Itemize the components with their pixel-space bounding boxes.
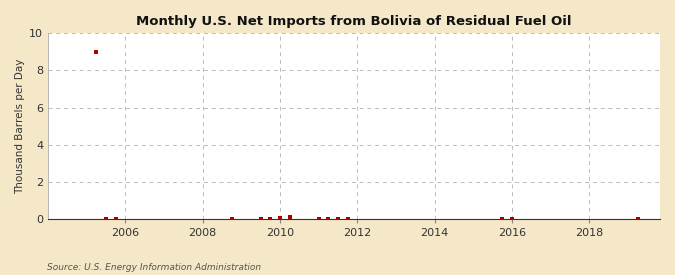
Point bbox=[333, 217, 344, 221]
Point bbox=[284, 215, 295, 219]
Point bbox=[342, 217, 353, 221]
Point bbox=[110, 217, 121, 221]
Point bbox=[632, 217, 643, 221]
Title: Monthly U.S. Net Imports from Bolivia of Residual Fuel Oil: Monthly U.S. Net Imports from Bolivia of… bbox=[136, 15, 572, 28]
Text: Source: U.S. Energy Information Administration: Source: U.S. Energy Information Administ… bbox=[47, 263, 261, 272]
Point bbox=[226, 217, 237, 221]
Point bbox=[323, 217, 333, 221]
Point bbox=[255, 217, 266, 221]
Point bbox=[506, 217, 517, 221]
Point bbox=[101, 217, 111, 221]
Point bbox=[497, 217, 508, 221]
Point bbox=[275, 216, 286, 220]
Point bbox=[265, 217, 275, 221]
Point bbox=[313, 217, 324, 221]
Y-axis label: Thousand Barrels per Day: Thousand Barrels per Day bbox=[15, 59, 25, 194]
Point bbox=[91, 50, 102, 54]
